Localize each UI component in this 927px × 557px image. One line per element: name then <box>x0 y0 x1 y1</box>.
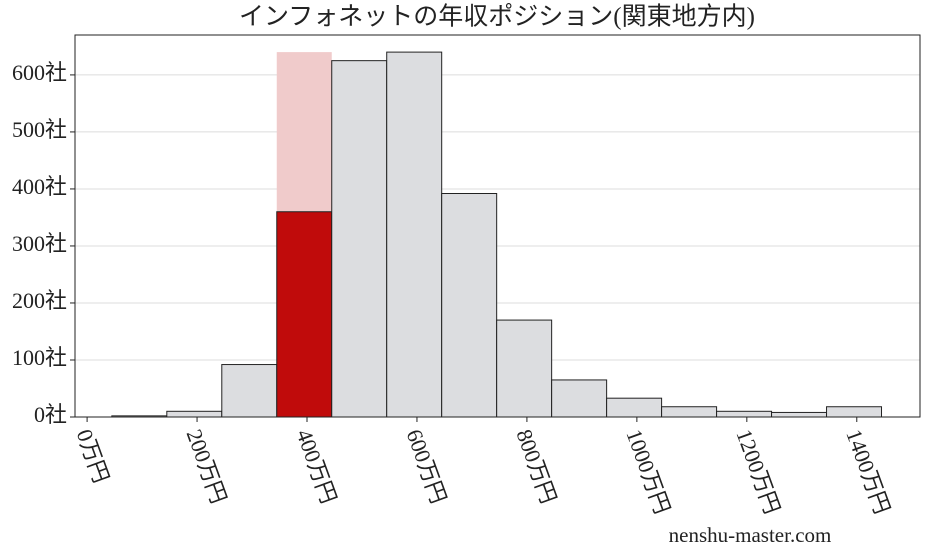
y-tick-label: 600社 <box>12 60 67 85</box>
bar <box>826 406 883 418</box>
bar <box>551 379 608 418</box>
x-tick-label: 0万円 <box>72 426 114 486</box>
bar <box>661 406 718 418</box>
x-tick-label: 400万円 <box>292 426 342 507</box>
bar <box>331 60 388 418</box>
y-tick-label: 200社 <box>12 288 67 313</box>
bar <box>166 410 223 418</box>
bar <box>496 319 553 418</box>
bar <box>716 410 773 418</box>
y-tick-label: 300社 <box>12 231 67 256</box>
bar <box>276 211 333 418</box>
x-tick-label: 1400万円 <box>841 426 895 517</box>
x-tick-label: 200万円 <box>182 426 232 507</box>
bar <box>441 193 498 418</box>
x-tick-label: 1000万円 <box>621 426 675 517</box>
y-tick-label: 500社 <box>12 117 67 142</box>
bar <box>221 364 278 418</box>
x-tick-label: 600万円 <box>402 426 452 507</box>
y-tick-label: 0社 <box>34 402 67 427</box>
chart-title: インフォネットの年収ポジション(関東地方内) <box>239 3 755 31</box>
plot-frame <box>74 34 921 418</box>
bar <box>606 397 663 418</box>
x-tick-label: 800万円 <box>511 426 561 507</box>
bar <box>771 411 828 418</box>
x-tick-label: 1200万円 <box>731 426 785 517</box>
y-tick-label: 400社 <box>12 174 67 199</box>
watermark: nenshu-master.com <box>669 523 832 547</box>
bar <box>386 51 443 418</box>
y-tick-label: 100社 <box>12 345 67 370</box>
